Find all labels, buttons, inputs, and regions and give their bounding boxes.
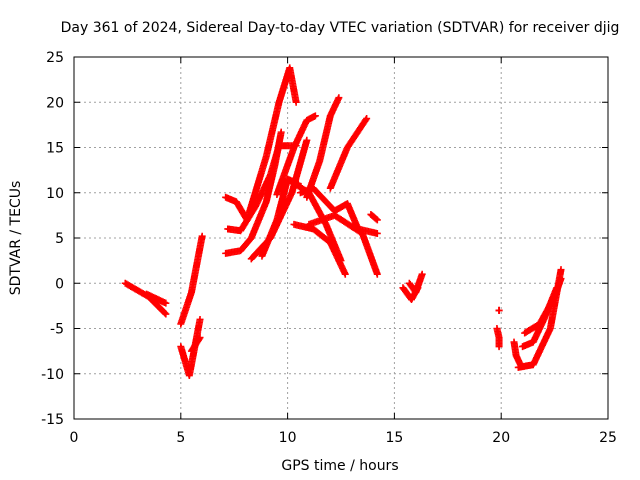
series-arc-aa bbox=[519, 284, 561, 351]
y-tick-label: 15 bbox=[46, 141, 64, 157]
chart-title: Day 361 of 2024, Sidereal Day-to-day VTE… bbox=[61, 20, 620, 36]
y-tick-label: -10 bbox=[41, 367, 64, 383]
series-arc-b bbox=[143, 290, 170, 307]
series-arc-r bbox=[354, 225, 381, 237]
x-tick-label: 25 bbox=[599, 430, 617, 446]
data-point bbox=[373, 229, 381, 237]
series-arc-m bbox=[290, 220, 349, 278]
grid-layer bbox=[74, 57, 608, 419]
series-arc-h bbox=[224, 142, 300, 235]
data-point bbox=[335, 94, 343, 102]
x-tick-label: 0 bbox=[70, 430, 79, 446]
data-point bbox=[495, 343, 503, 351]
data-point bbox=[373, 216, 381, 224]
series-arc-w bbox=[493, 325, 503, 351]
x-tick-label: 15 bbox=[385, 430, 403, 446]
data-point bbox=[196, 334, 204, 342]
data-point bbox=[495, 306, 503, 314]
series-arc-c bbox=[177, 232, 206, 328]
data-point bbox=[557, 266, 565, 274]
data-point bbox=[418, 270, 426, 278]
series-arc-e bbox=[187, 334, 204, 355]
data-point bbox=[303, 136, 311, 144]
series-arc-u bbox=[405, 270, 426, 296]
data-point bbox=[372, 215, 380, 223]
data-point bbox=[557, 275, 565, 283]
series-arc-v bbox=[495, 306, 503, 314]
y-tick-label: 5 bbox=[55, 231, 64, 247]
ticks-layer: 0 5 10 15 20 25 -15 -10 -5 0 5 10 15 20 25 bbox=[41, 50, 617, 446]
y-axis-label: SDTVAR / TECUs bbox=[8, 181, 24, 296]
x-axis-label: GPS time / hours bbox=[281, 458, 398, 474]
data-point bbox=[362, 116, 370, 124]
y-tick-label: -5 bbox=[50, 322, 64, 338]
y-tick-label: 25 bbox=[46, 50, 64, 66]
series-arc-s bbox=[367, 210, 381, 224]
data-point bbox=[277, 128, 285, 136]
data-point bbox=[311, 112, 319, 120]
series-arc-q bbox=[326, 115, 371, 192]
x-tick-label: 5 bbox=[176, 430, 185, 446]
y-tick-label: 10 bbox=[46, 186, 64, 202]
data-point bbox=[363, 115, 371, 123]
data-point bbox=[198, 232, 206, 240]
data-point bbox=[292, 98, 300, 106]
data-point bbox=[373, 270, 381, 278]
y-tick-label: -15 bbox=[41, 412, 64, 428]
data-point bbox=[162, 310, 170, 318]
data-point bbox=[553, 284, 561, 292]
y-tick-label: 0 bbox=[55, 276, 64, 292]
points-layer bbox=[121, 64, 565, 380]
series-arc-a bbox=[121, 279, 170, 318]
series-arc-o bbox=[303, 94, 343, 201]
y-tick-label: 20 bbox=[46, 95, 64, 111]
data-point bbox=[341, 270, 349, 278]
x-tick-label: 20 bbox=[492, 430, 510, 446]
data-point bbox=[162, 299, 170, 307]
data-point bbox=[196, 315, 204, 323]
series-arc-p bbox=[305, 211, 381, 278]
data-point bbox=[161, 309, 169, 317]
x-tick-label: 10 bbox=[279, 430, 297, 446]
series-arc-y bbox=[514, 266, 565, 371]
series-arc-f bbox=[222, 64, 300, 224]
